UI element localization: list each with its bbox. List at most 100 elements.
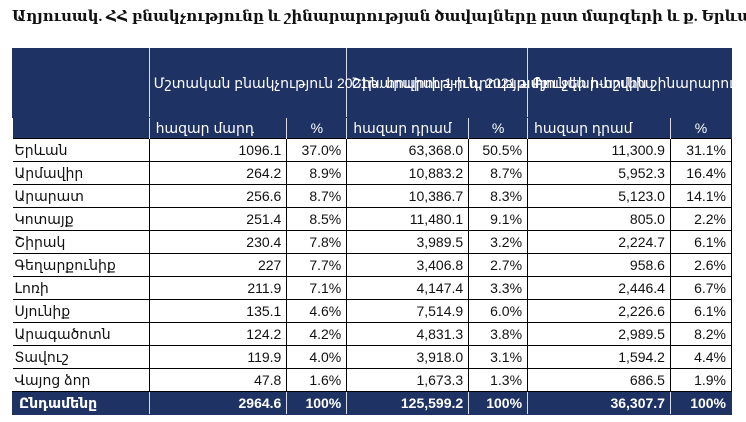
region-name: Տավուշ bbox=[12, 345, 150, 369]
table-row: Արմավիր 264.2 8.9% 10,883.2 8.7% 5,952.3… bbox=[12, 161, 733, 185]
table-row: Երևան 1096.1 37.0% 63,368.0 50.5% 11,300… bbox=[12, 138, 733, 162]
population-percent: 4.0% bbox=[286, 345, 348, 369]
construction-percent: 3.2% bbox=[468, 230, 529, 254]
population-percent: 8.9% bbox=[286, 161, 348, 185]
table-row: Գեղարքունիք 227 7.7% 3,406.8 2.7% 958.6 … bbox=[12, 253, 733, 277]
header-population: Մշտական բնակչություն 2021թ. հուլիսի 1-ի … bbox=[148, 48, 548, 118]
construction-value: 63,368.0 bbox=[346, 138, 470, 162]
table-row: Շիրակ 230.4 7.8% 3,989.5 3.2% 2,224.7 6.… bbox=[12, 230, 733, 254]
construction-percent: 6.0% bbox=[468, 299, 529, 323]
header-construction: Շինարարություն, 2021թ. հունվար-հունիս bbox=[346, 48, 654, 118]
population-value: 251.4 bbox=[148, 207, 288, 231]
population-percent: 7.7% bbox=[286, 253, 348, 277]
table-row: Արագածոտն 124.2 4.2% 4,831.3 3.8% 2,989.… bbox=[12, 322, 733, 346]
table-row: Սյունիք 135.1 4.6% 7,514.9 6.0% 2,226.6 … bbox=[12, 299, 733, 323]
budget-percent: 6.7% bbox=[669, 276, 733, 300]
population-value: 264.2 bbox=[148, 161, 288, 185]
budget-value: 2,226.6 bbox=[527, 299, 671, 323]
construction-value: 3,989.5 bbox=[346, 230, 470, 254]
budget-value: 686.5 bbox=[527, 368, 671, 392]
unit-thousand-dram: հազար դրամ bbox=[346, 117, 470, 139]
population-value: 47.8 bbox=[148, 368, 288, 392]
table-row: Արարատ 256.6 8.7% 10,386.7 8.3% 5,123.0 … bbox=[12, 184, 733, 208]
header-budget-construction: Բյուջեի հաշվին շինարարություն, 2021թ. հո… bbox=[527, 48, 746, 118]
construction-percent: 3.3% bbox=[468, 276, 529, 300]
population-value: 1096.1 bbox=[148, 138, 288, 162]
total-budget-percent: 100% bbox=[669, 391, 733, 415]
region-name: Սյունիք bbox=[12, 299, 150, 323]
region-name: Լոռի bbox=[12, 276, 150, 300]
budget-value: 958.6 bbox=[527, 253, 671, 277]
construction-value: 1,673.3 bbox=[346, 368, 470, 392]
table-row: Կոտայք 251.4 8.5% 11,480.1 9.1% 805.0 2.… bbox=[12, 207, 733, 231]
population-percent: 1.6% bbox=[286, 368, 348, 392]
budget-percent: 1.9% bbox=[669, 368, 733, 392]
construction-value: 10,386.7 bbox=[346, 184, 470, 208]
construction-percent: 1.3% bbox=[468, 368, 529, 392]
construction-percent: 50.5% bbox=[468, 138, 529, 162]
region-name: Արմավիր bbox=[12, 161, 150, 185]
construction-value: 4,147.4 bbox=[346, 276, 470, 300]
population-percent: 37.0% bbox=[286, 138, 348, 162]
budget-value: 1,594.2 bbox=[527, 345, 671, 369]
construction-value: 4,831.3 bbox=[346, 322, 470, 346]
budget-percent: 16.4% bbox=[669, 161, 733, 185]
budget-value: 805.0 bbox=[527, 207, 671, 231]
construction-value: 3,918.0 bbox=[346, 345, 470, 369]
region-name: Արագածոտն bbox=[12, 322, 150, 346]
total-construction: 125,599.2 bbox=[346, 391, 470, 415]
budget-value: 2,446.4 bbox=[527, 276, 671, 300]
construction-percent: 3.1% bbox=[468, 345, 529, 369]
table-title: Աղյուսակ. ՀՀ բնակչությունը և շինարարությ… bbox=[12, 9, 746, 25]
budget-value: 5,123.0 bbox=[527, 184, 671, 208]
construction-percent: 8.7% bbox=[468, 161, 529, 185]
budget-value: 11,300.9 bbox=[527, 138, 671, 162]
construction-value: 11,480.1 bbox=[346, 207, 470, 231]
construction-percent: 8.3% bbox=[468, 184, 529, 208]
budget-value: 2,989.5 bbox=[527, 322, 671, 346]
population-value: 230.4 bbox=[148, 230, 288, 254]
total-population-percent: 100% bbox=[286, 391, 348, 415]
total-population: 2964.6 bbox=[148, 391, 288, 415]
population-percent: 4.2% bbox=[286, 322, 348, 346]
budget-percent: 8.2% bbox=[669, 322, 733, 346]
budget-percent: 2.2% bbox=[669, 207, 733, 231]
budget-percent: 4.4% bbox=[669, 345, 733, 369]
budget-percent: 14.1% bbox=[669, 184, 733, 208]
unit-thousand-dram: հազար դրամ bbox=[527, 117, 671, 139]
population-percent: 7.8% bbox=[286, 230, 348, 254]
construction-value: 7,514.9 bbox=[346, 299, 470, 323]
table-row: Տավուշ 119.9 4.0% 3,918.0 3.1% 1,594.2 4… bbox=[12, 345, 733, 369]
total-construction-percent: 100% bbox=[468, 391, 529, 415]
budget-value: 2,224.7 bbox=[527, 230, 671, 254]
population-percent: 4.6% bbox=[286, 299, 348, 323]
population-value: 124.2 bbox=[148, 322, 288, 346]
budget-percent: 2.6% bbox=[669, 253, 733, 277]
population-percent: 8.7% bbox=[286, 184, 348, 208]
region-name: Շիրակ bbox=[12, 230, 150, 254]
population-percent: 8.5% bbox=[286, 207, 348, 231]
construction-percent: 3.8% bbox=[468, 322, 529, 346]
header-row: Մշտական բնակչություն 2021թ. հուլիսի 1-ի … bbox=[12, 48, 746, 118]
region-name: Վայոց ձոր bbox=[12, 368, 150, 392]
population-value: 256.6 bbox=[148, 184, 288, 208]
region-name: Կոտայք bbox=[12, 207, 150, 231]
population-value: 227 bbox=[148, 253, 288, 277]
construction-percent: 9.1% bbox=[468, 207, 529, 231]
population-value: 135.1 bbox=[148, 299, 288, 323]
population-value: 119.9 bbox=[148, 345, 288, 369]
region-name: Երևան bbox=[12, 138, 150, 162]
units-row: հազար մարդ % հազար դրամ % հազար դրամ % bbox=[12, 117, 733, 139]
region-name: Արարատ bbox=[12, 184, 150, 208]
construction-value: 3,406.8 bbox=[346, 253, 470, 277]
header-blank-cell bbox=[12, 48, 150, 118]
population-value: 211.9 bbox=[148, 276, 288, 300]
table-body: Երևան 1096.1 37.0% 63,368.0 50.5% 11,300… bbox=[12, 138, 733, 415]
table-row: Լոռի 211.9 7.1% 4,147.4 3.3% 2,446.4 6.7… bbox=[12, 276, 733, 300]
population-percent: 7.1% bbox=[286, 276, 348, 300]
budget-value: 5,952.3 bbox=[527, 161, 671, 185]
construction-value: 10,883.2 bbox=[346, 161, 470, 185]
budget-percent: 31.1% bbox=[669, 138, 733, 162]
region-stats-table: Մշտական բնակչություն 2021թ. հուլիսի 1-ի … bbox=[12, 48, 746, 415]
total-row: Ընդամենը 2964.6 100% 125,599.2 100% 36,3… bbox=[12, 391, 733, 415]
